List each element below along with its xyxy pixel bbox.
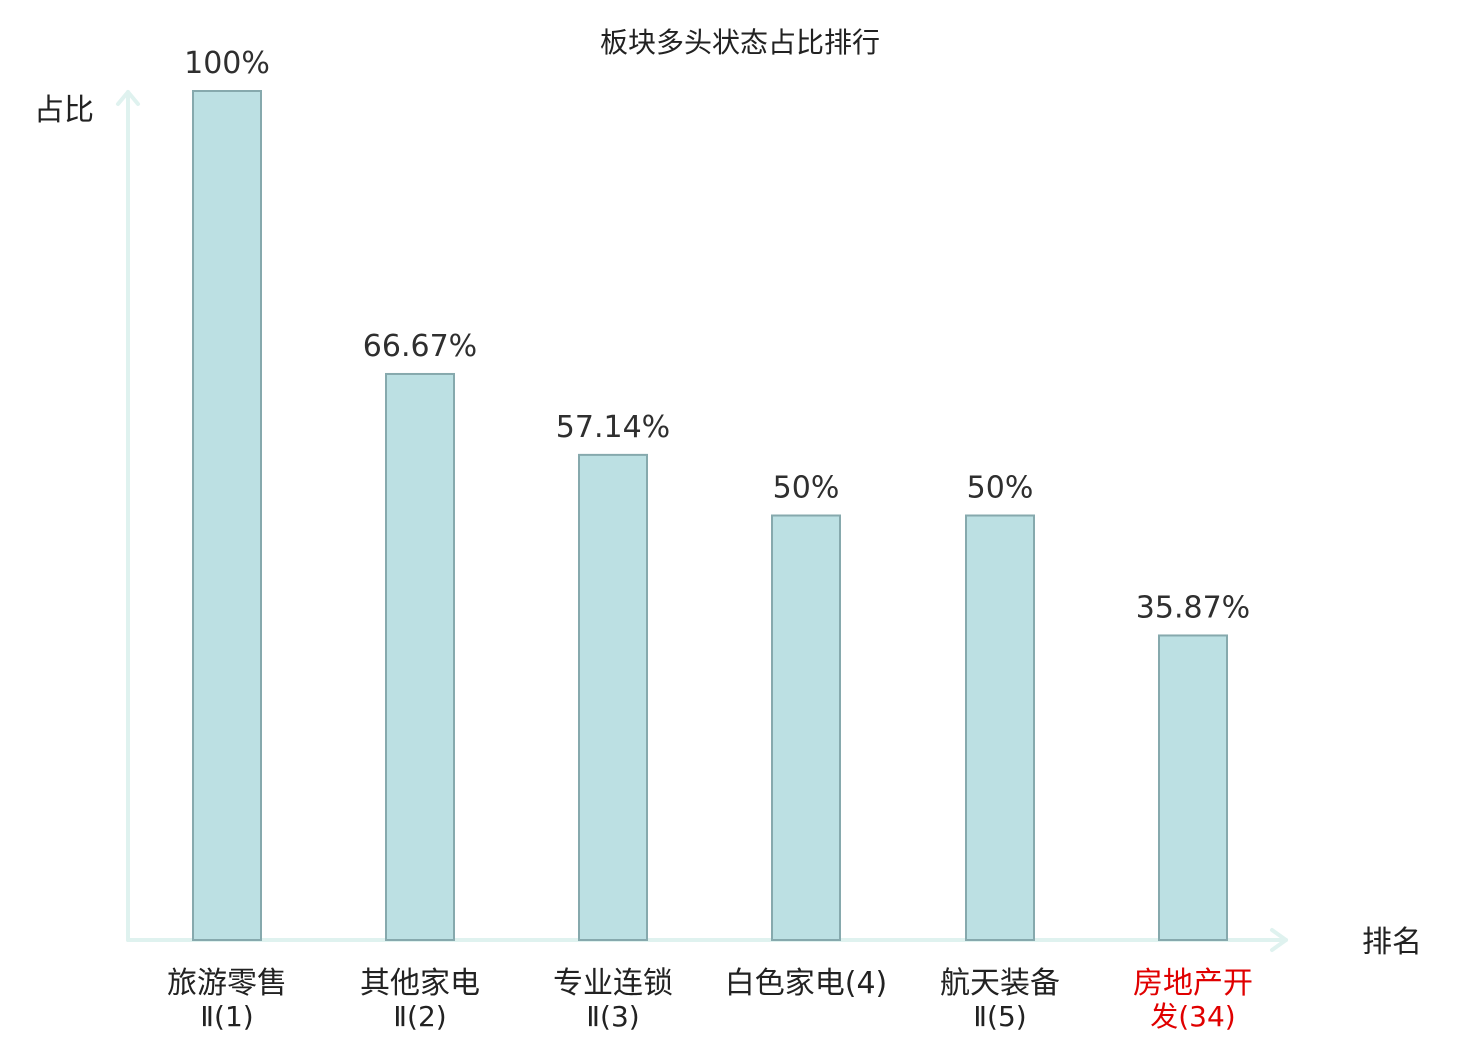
category-label-4-line-1: 白色家电(4) [725,966,888,1001]
value-labels-group: 100% 66.67% 57.14% 50% 50% 35.87% [184,46,1250,625]
x-axis-arrow [1270,928,1288,952]
category-label-2-line-2: Ⅱ(2) [393,1000,446,1033]
x-axis-label: 排名 [1362,925,1422,960]
category-label-5-line-1: 航天装备 [940,966,1060,1001]
y-axis-label: 占比 [34,93,94,128]
value-label-2: 66.67% [363,329,477,364]
bar-6 [1158,634,1228,941]
bars-group [192,90,1228,942]
value-label-6: 35.87% [1136,590,1250,625]
value-label-3: 57.14% [556,410,670,445]
value-label-5: 50% [967,471,1034,506]
bar-5 [965,514,1035,941]
bar-3 [578,453,648,941]
category-label-5-line-2: Ⅱ(5) [973,1000,1026,1033]
category-label-6-line-1: 房地产开 [1133,966,1253,1001]
category-label-1-line-1: 旅游零售 [167,966,287,1001]
category-label-3-line-1: 专业连锁 [553,966,673,1001]
category-label-1-line-2: Ⅱ(1) [200,1000,253,1033]
y-axis-arrow [116,90,140,106]
value-label-1: 100% [184,46,270,81]
category-label-3-line-2: Ⅱ(3) [586,1000,639,1033]
axes [116,90,1288,952]
bar-4 [771,514,841,941]
category-label-2-line-1: 其他家电 [360,966,480,1001]
chart-title: 板块多头状态占比排行 [600,26,880,59]
bar-1 [192,90,262,941]
category-label-6-line-2: 发(34) [1150,1000,1235,1033]
bar-2 [385,372,455,942]
value-label-4: 50% [773,471,840,506]
